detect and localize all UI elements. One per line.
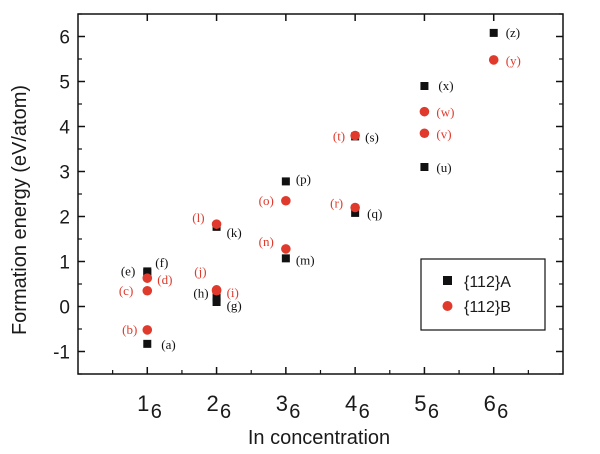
point-label: (n) <box>259 234 274 249</box>
point-label: (s) <box>365 129 379 144</box>
point-label: (v) <box>436 126 451 141</box>
point-label: (j) <box>194 264 206 279</box>
point-label: (a) <box>161 337 175 352</box>
point-label: (b) <box>122 322 137 337</box>
series-b-point <box>211 285 222 295</box>
point-label: (i) <box>227 285 239 300</box>
y-tick-label: 3 <box>59 163 70 184</box>
series-b-point <box>350 202 360 213</box>
y-tick-label: 0 <box>59 298 70 319</box>
x-tick-denominator: 6 <box>151 401 162 423</box>
x-tick-numerator: 3 <box>276 391 288 416</box>
point-label: (d) <box>157 272 172 287</box>
y-tick-label: 1 <box>59 253 70 274</box>
x-tick-numerator: 6 <box>484 391 496 416</box>
y-axis: -1 0 1 2 3 4 5 6 <box>53 13 563 375</box>
series-a-point <box>212 293 221 302</box>
series-b-point <box>281 195 291 206</box>
point-label: (p) <box>296 171 311 186</box>
point-label: (y) <box>506 53 521 68</box>
x-tick-numerator: 2 <box>206 391 218 416</box>
y-tick-label: 2 <box>59 208 70 229</box>
series-a-point <box>281 254 290 263</box>
series-a-point <box>143 339 152 348</box>
y-tick-label: 6 <box>59 28 70 49</box>
point-label: (l) <box>192 210 204 225</box>
legend-circle-marker <box>442 301 453 311</box>
point-label: (w) <box>436 105 454 120</box>
legend: {112}A {112}B <box>420 258 546 331</box>
series-a-point <box>281 177 290 186</box>
point-label: (m) <box>296 252 315 267</box>
point-label: (c) <box>119 283 133 298</box>
point-label: (k) <box>227 225 242 240</box>
series-b-point <box>142 325 153 335</box>
point-label: (h) <box>193 286 208 301</box>
point-label: (t) <box>333 129 345 144</box>
point-label: (g) <box>227 298 242 313</box>
series-a-point <box>489 28 498 37</box>
x-tick-denominator: 6 <box>428 401 439 423</box>
data-points: (a) (e) (f) (g) (h) (k) (m) (p) (q) (s) (u) (x) (z) (… <box>119 25 521 352</box>
legend-square-marker <box>443 276 452 285</box>
point-label: (x) <box>438 78 453 93</box>
point-label: (z) <box>506 25 520 40</box>
x-tick-denominator: 6 <box>359 401 370 423</box>
y-tick-label: -1 <box>53 343 70 364</box>
x-tick-denominator: 6 <box>497 401 508 423</box>
x-tick-numerator: 1 <box>137 391 149 416</box>
point-label: (u) <box>436 160 451 175</box>
series-b-point <box>142 285 153 296</box>
x-tick-denominator: 6 <box>289 401 300 423</box>
series-a-point <box>420 82 429 90</box>
y-axis-title: Formation energy (eV/atom) <box>9 85 31 335</box>
series-a-point <box>212 298 221 306</box>
point-label: (q) <box>367 206 382 221</box>
series-a-point <box>143 268 152 277</box>
legend-entry: {112}B <box>464 299 511 316</box>
y-tick-label: 5 <box>59 73 70 94</box>
x-tick-numerator: 5 <box>414 391 426 416</box>
point-label: (r) <box>330 196 343 211</box>
series-b-point <box>419 128 430 139</box>
series-a-point <box>351 208 360 217</box>
y-tick-label: 4 <box>59 118 70 139</box>
point-label: (e) <box>121 263 135 278</box>
series-b-point <box>211 219 222 229</box>
series-b-point <box>281 244 291 254</box>
series-b-point <box>488 55 499 65</box>
legend-box <box>420 258 546 331</box>
series-b-point <box>350 130 360 141</box>
series-b-point <box>142 273 153 283</box>
series-a-point <box>420 163 429 171</box>
x-tick-denominator: 6 <box>220 401 231 423</box>
point-label: (o) <box>259 193 274 208</box>
legend-entry: {112}A <box>464 274 511 291</box>
x-axis-title: In concentration <box>248 427 390 449</box>
point-label: (f) <box>155 255 168 270</box>
x-tick-numerator: 4 <box>345 391 357 416</box>
series-b-point <box>419 106 430 117</box>
